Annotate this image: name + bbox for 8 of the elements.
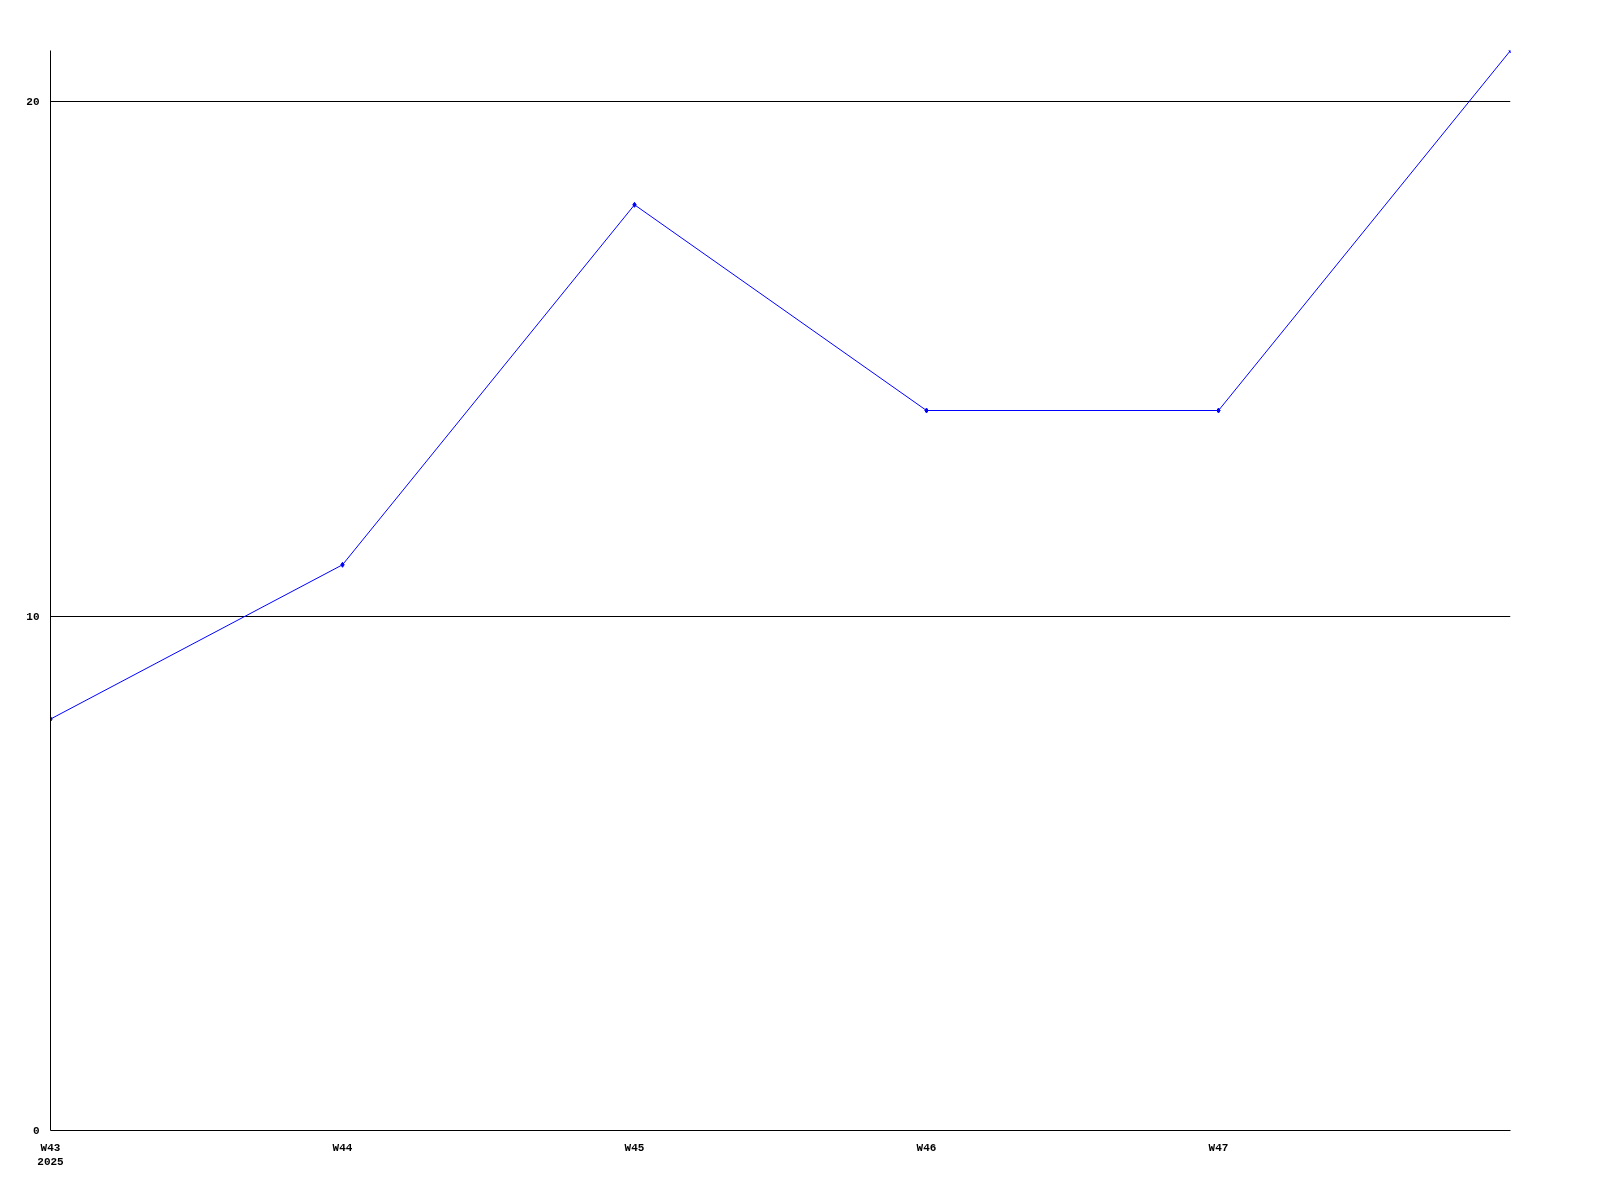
y-tick-label: 10 (26, 610, 40, 623)
x-tick-label: W45 (624, 1141, 645, 1154)
x-tick-label: W47 (1208, 1141, 1229, 1154)
y-tick-label: 0 (32, 1125, 40, 1137)
x-tick-label: W44 (332, 1141, 353, 1154)
y-tick-label: 20 (26, 96, 40, 109)
x-tick-label: W46 (916, 1141, 937, 1154)
x-tick-label: W43 2025 (37, 1141, 65, 1168)
